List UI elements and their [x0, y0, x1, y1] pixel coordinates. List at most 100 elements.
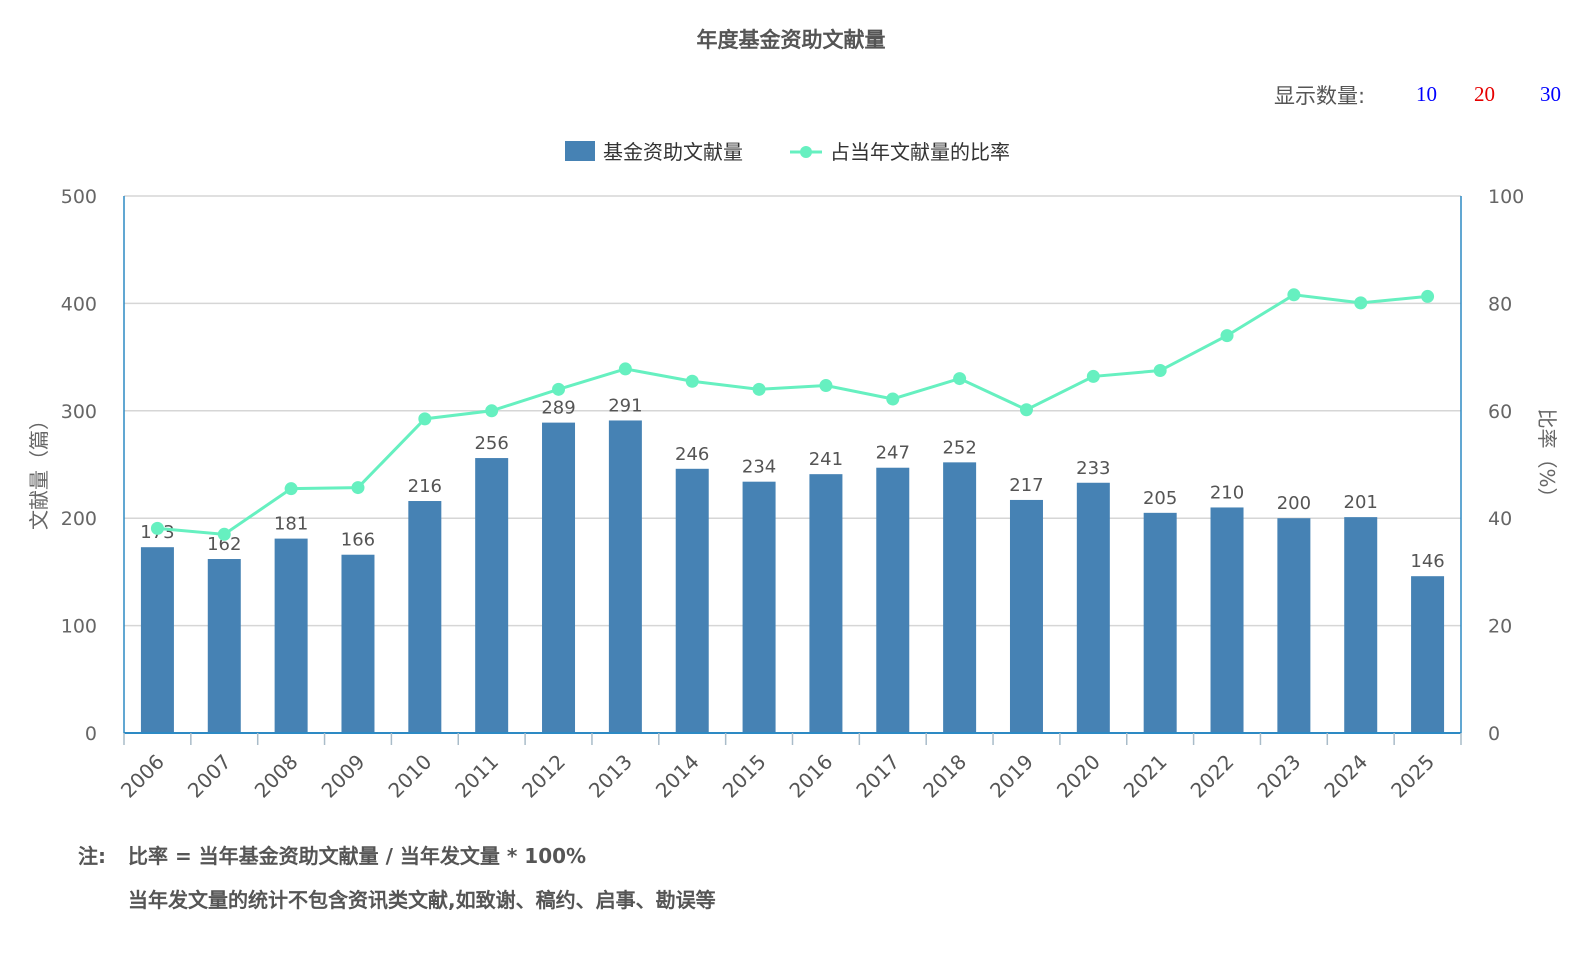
x-tick-label: 2019	[985, 750, 1038, 803]
y2-tick-label: 20	[1488, 616, 1512, 638]
chart-title: 年度基金资助文献量	[696, 28, 886, 52]
ratio-point	[217, 527, 231, 541]
ratio-point	[1287, 288, 1301, 302]
bar	[1210, 507, 1244, 733]
bar	[943, 462, 977, 733]
x-tick-label: 2023	[1252, 750, 1305, 803]
bar	[475, 458, 509, 733]
x-tick-label: 2010	[383, 750, 436, 803]
display-count-selector: 显示数量: 10 20 30	[1274, 80, 1569, 108]
ratio-point	[485, 404, 499, 418]
ratio-point	[284, 482, 298, 496]
bar-value-label: 201	[1344, 492, 1378, 513]
x-tick-label: 2008	[250, 750, 303, 803]
x-tick-label: 2017	[851, 750, 904, 803]
bar-value-label: 241	[809, 449, 843, 470]
x-tick-label: 2006	[116, 750, 169, 803]
display-count-option-20[interactable]: 20	[1474, 82, 1495, 106]
ratio-point	[351, 481, 365, 495]
ratio-point	[1220, 329, 1234, 343]
bar	[1076, 482, 1110, 733]
x-tick-label: 2025	[1386, 750, 1439, 803]
chart-grid	[124, 195, 1461, 627]
bar-value-label: 205	[1143, 488, 1177, 509]
bar-value-label: 210	[1210, 482, 1244, 503]
x-tick-label: 2021	[1119, 750, 1172, 803]
ratio-point	[552, 382, 566, 396]
legend-line-label[interactable]: 占当年文献量的比率	[830, 140, 1010, 164]
bar	[1277, 518, 1311, 733]
ratio-point	[150, 521, 164, 535]
ratio-point	[618, 362, 632, 376]
bar	[608, 420, 642, 733]
ratio-point	[886, 392, 900, 406]
bar-value-label: 256	[474, 433, 508, 454]
legend-bar-swatch[interactable]	[565, 141, 595, 161]
x-tick-label: 2024	[1319, 750, 1372, 803]
bar	[809, 474, 843, 733]
bar-value-label: 162	[207, 534, 241, 555]
legend-bar-label[interactable]: 基金资助文献量	[603, 140, 743, 164]
bar	[742, 481, 776, 733]
y2-tick-label: 0	[1488, 723, 1500, 745]
x-tick-label: 2016	[784, 750, 837, 803]
ratio-point	[1019, 403, 1033, 417]
legend-line-marker[interactable]	[800, 146, 812, 158]
bar-value-label: 216	[408, 476, 442, 497]
bar-value-label: 181	[274, 514, 308, 535]
y-tick-label: 500	[61, 186, 97, 208]
ratio-point	[1153, 364, 1167, 378]
bar	[1143, 512, 1177, 733]
bar	[675, 468, 709, 733]
ratio-point	[1354, 296, 1368, 310]
y2-tick-label: 100	[1488, 186, 1524, 208]
x-tick-label: 2022	[1186, 750, 1239, 803]
display-count-label: 显示数量:	[1274, 84, 1366, 108]
bar-value-labels: 1731621811662162562892912462342412472522…	[140, 395, 1445, 572]
ratio-point	[819, 379, 833, 393]
x-tick-label: 2007	[183, 750, 236, 803]
bar-value-label: 246	[675, 444, 709, 465]
ratio-point	[752, 382, 766, 396]
bar-value-label: 233	[1076, 458, 1110, 479]
y2-axis-title: 比率（%）	[1535, 408, 1559, 507]
x-tick-label: 2012	[517, 750, 570, 803]
x-tick-label: 2015	[718, 750, 771, 803]
bar-value-label: 291	[608, 395, 642, 416]
ratio-line	[157, 293, 1428, 536]
bar	[876, 467, 910, 733]
bar-value-label: 289	[541, 398, 575, 419]
y2-tick-label: 60	[1488, 401, 1512, 423]
y2-tick-label: 40	[1488, 508, 1512, 530]
y-tick-label: 100	[61, 616, 97, 638]
y-axis-title: 文献量（篇）	[27, 410, 51, 530]
bar	[1009, 499, 1043, 733]
bar-series	[140, 420, 1445, 733]
y-tick-label: 300	[61, 401, 97, 423]
x-tick-label: 2009	[317, 750, 370, 803]
ratio-point	[1086, 369, 1100, 383]
display-count-option-30[interactable]: 30	[1540, 82, 1561, 106]
note-formula: 比率 = 当年基金资助文献量 / 当年发文量 * 100%	[128, 844, 587, 868]
bar-value-label: 252	[942, 437, 976, 458]
x-tick-label: 2018	[918, 750, 971, 803]
bar	[274, 538, 308, 733]
x-tick-label: 2020	[1052, 750, 1105, 803]
bar	[408, 501, 442, 733]
bar	[207, 559, 241, 733]
y-tick-label: 0	[85, 723, 97, 745]
y-tick-label: 200	[61, 508, 97, 530]
bar	[542, 422, 576, 733]
bar	[140, 547, 174, 733]
chart-legend: 基金资助文献量 占当年文献量的比率	[565, 140, 1010, 164]
ratio-point	[1421, 289, 1435, 303]
ratio-point	[953, 372, 967, 386]
display-count-option-10[interactable]: 10	[1416, 82, 1437, 106]
y-tick-label: 400	[61, 293, 97, 315]
note-detail: 当年发文量的统计不包含资讯类文献,如致谢、稿约、启事、勘误等	[128, 888, 716, 912]
bar-value-label: 247	[876, 443, 910, 464]
bar-value-label: 217	[1009, 475, 1043, 496]
bar	[341, 554, 375, 733]
bar-value-label: 166	[341, 530, 375, 551]
